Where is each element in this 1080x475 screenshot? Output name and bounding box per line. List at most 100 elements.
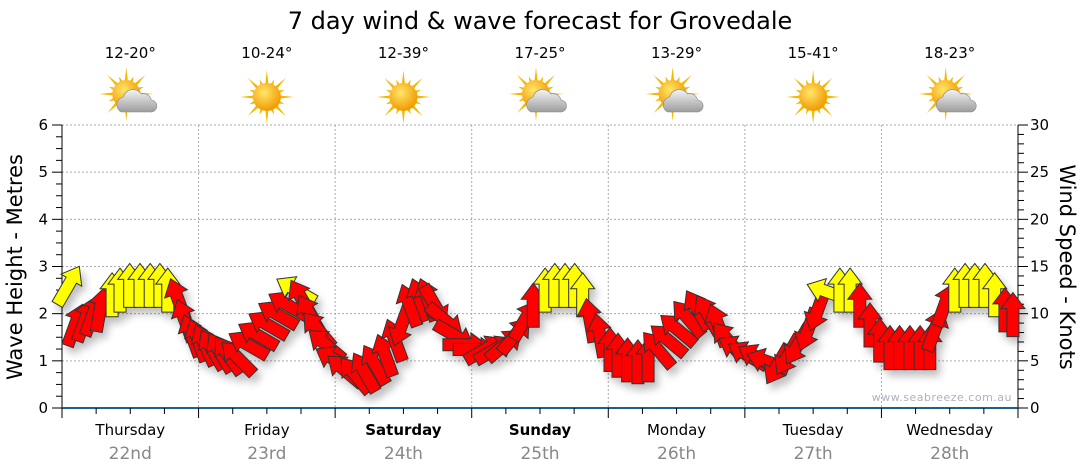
sun-ray (107, 102, 119, 114)
sun-ray (384, 77, 396, 89)
day-label: Monday (647, 421, 706, 439)
wind-arrow (999, 291, 1026, 338)
sun-ray (265, 109, 269, 124)
sun-disc (252, 83, 281, 111)
sun-ray (401, 70, 405, 85)
sun-ray (926, 74, 938, 86)
temperature-range: 15-41° (788, 44, 839, 62)
temperature-range: 17-25° (514, 44, 565, 62)
date-label: 22nd (109, 444, 152, 464)
sun-ray (239, 95, 254, 99)
sun-disc (799, 83, 828, 111)
sun-ray (953, 74, 965, 86)
day-label: Tuesday (782, 421, 844, 439)
sunny-icon (786, 70, 841, 124)
gridlines (62, 124, 1018, 408)
temperature-range: 12-20° (105, 44, 156, 62)
chart-title: 7 day wind & wave forecast for Grovedale (288, 7, 793, 35)
sun-ray (680, 74, 692, 86)
cloud (116, 89, 158, 113)
sun-ray (811, 109, 815, 124)
y2-tick-label: 0 (1030, 399, 1040, 417)
y-axis-label: Wave Height - Metres (3, 154, 27, 380)
sun-ray (794, 77, 806, 89)
y-tick-label: 0 (38, 399, 48, 417)
sun-ray (671, 67, 675, 82)
sun-ray (653, 102, 665, 114)
temperature-range: 18-23° (924, 44, 975, 62)
partly-cloudy-icon (99, 67, 158, 121)
temperature-range: 12-39° (378, 44, 429, 62)
sun-ray (786, 95, 801, 99)
partly-cloudy-icon (645, 67, 704, 121)
sun-ray (544, 74, 556, 86)
wind-arrow (51, 265, 83, 309)
sun-ray (384, 105, 396, 117)
y-tick-label: 1 (38, 352, 48, 370)
sun-ray (821, 105, 833, 117)
y2-tick-label: 5 (1030, 352, 1040, 370)
sun-ray (411, 105, 423, 117)
partly-cloudy-icon (509, 67, 567, 121)
day-label: Sunday (509, 421, 572, 439)
y2-tick-label: 30 (1030, 116, 1049, 134)
sun-ray (401, 109, 405, 124)
y2-axis-label: Wind Speed - Knots (1055, 164, 1079, 369)
y2-tick-label: 25 (1030, 163, 1049, 181)
sun-ray (794, 105, 806, 117)
day-label: Saturday (365, 421, 442, 439)
sun-ray (247, 77, 259, 89)
sun-ray (516, 74, 528, 86)
y-tick-label: 6 (38, 116, 48, 134)
y-tick-label: 4 (38, 210, 48, 228)
sunny-icon (376, 70, 431, 124)
sun-ray (811, 70, 815, 85)
sun-ray (247, 105, 259, 117)
wind-arrows (51, 262, 1026, 397)
y2-tick-label: 15 (1030, 258, 1049, 276)
y-tick-label: 2 (38, 305, 48, 323)
sun-ray (926, 102, 938, 114)
sun-ray (918, 92, 933, 96)
sun-ray (265, 70, 269, 85)
y-tick-label: 5 (38, 163, 48, 181)
date-label: 26th (657, 444, 696, 464)
cloud (662, 89, 704, 113)
sun-ray (416, 95, 431, 99)
date-label: 23rd (247, 444, 286, 464)
sun-ray (376, 95, 391, 99)
watermark: www.seabreeze.com.au (872, 391, 1012, 404)
sun-ray (99, 92, 114, 96)
sun-ray (279, 95, 294, 99)
sun-ray (411, 77, 423, 89)
weather-icons: 12-20° 10-24° 12-39° 17-25° 13-29° 15-41° 18-2… (99, 44, 977, 124)
y-tick-label: 3 (38, 258, 48, 276)
partly-cloudy-icon (918, 67, 977, 121)
sun-ray (944, 67, 948, 82)
date-label: 24th (384, 444, 423, 464)
y2-tick-label: 20 (1030, 210, 1049, 228)
sunny-icon (239, 70, 294, 124)
date-label: 28th (930, 444, 969, 464)
temperature-range: 13-29° (651, 44, 702, 62)
day-label: Wednesday (906, 421, 993, 439)
sun-ray (645, 92, 660, 96)
sun-ray (124, 67, 128, 82)
sun-disc (389, 83, 418, 111)
sun-ray (509, 92, 524, 96)
axes: 0 1 2 3 4 5 6 0 5 10 15 20 25 30 Thursday 22nd Friday 23r… (38, 116, 1049, 464)
date-label: 27th (794, 444, 833, 464)
day-label: Thursday (94, 421, 165, 439)
sun-ray (274, 77, 286, 89)
y2-tick-label: 10 (1030, 305, 1049, 323)
cloud (935, 89, 977, 113)
sun-ray (134, 74, 146, 86)
sun-ray (821, 77, 833, 89)
day-label: Friday (244, 421, 290, 439)
cloud (526, 89, 567, 113)
sun-ray (516, 102, 528, 114)
sun-ray (826, 95, 841, 99)
temperature-range: 10-24° (241, 44, 292, 62)
sun-ray (274, 105, 286, 117)
date-label: 25th (520, 444, 559, 464)
